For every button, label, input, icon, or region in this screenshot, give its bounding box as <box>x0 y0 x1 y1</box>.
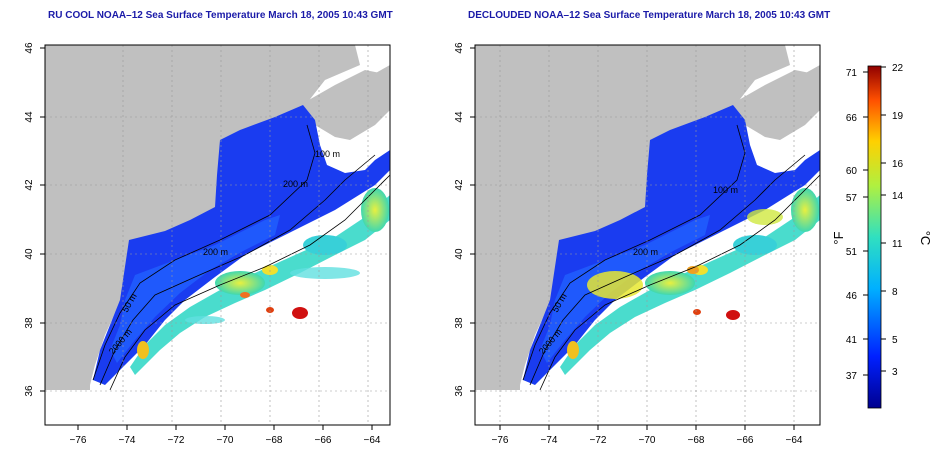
colorbar-celsius-label: °C <box>918 231 933 246</box>
left-x-tick-label: −70 <box>217 435 234 446</box>
colorbar-c-tick-label: 14 <box>892 191 904 202</box>
colorbar-c-tick-label: 3 <box>892 367 898 378</box>
left-map-title: RU COOL NOAA–12 Sea Surface Temperature … <box>48 10 393 21</box>
colorbar: 71 66 60 57 51 46 41 37 22 19 16 14 <box>831 63 933 409</box>
left-map-hot-spot <box>292 307 308 319</box>
colorbar-f-tick-label: 46 <box>846 291 858 302</box>
colorbar-c-tick-label: 22 <box>892 63 904 74</box>
left-y-tick-label: 38 <box>24 317 35 329</box>
right-x-tick-label: −64 <box>786 435 803 446</box>
right-y-tick-label: 46 <box>454 42 465 54</box>
colorbar-f-tick-label: 71 <box>846 68 858 79</box>
left-x-tick-label: −64 <box>364 435 381 446</box>
right-x-tick-label: −74 <box>541 435 558 446</box>
left-y-tick-label: 42 <box>24 179 35 191</box>
left-x-tick-label: −72 <box>168 435 185 446</box>
left-map-contour-line <box>92 124 316 381</box>
left-map-contour-label-100: 100 m <box>315 149 340 159</box>
right-y-tick-label: 38 <box>454 317 465 329</box>
right-y-tick-label: 42 <box>454 179 465 191</box>
left-x-tick-label: −74 <box>119 435 136 446</box>
colorbar-f-tick-label: 57 <box>846 193 858 204</box>
left-map-grid <box>45 45 390 425</box>
right-map-contour-label-200: 200 m <box>633 247 658 257</box>
colorbar-c-tick-label: 8 <box>892 287 898 298</box>
left-map-axes: −76 −74 −72 −70 −68 −66 −64 36 38 40 42 … <box>24 42 381 446</box>
colorbar-f-ticks: 71 66 60 57 51 46 41 37 <box>846 68 868 382</box>
colorbar-c-ticks: 22 19 16 14 11 8 5 3 <box>881 63 904 378</box>
left-x-tick-label: −68 <box>266 435 283 446</box>
colorbar-fahrenheit-label: °F <box>831 231 846 244</box>
right-map-axes: −76 −74 −72 −70 −68 −66 −64 36 38 40 42 … <box>454 42 803 446</box>
colorbar-c-tick-label: 11 <box>892 239 903 250</box>
colorbar-f-tick-label: 41 <box>846 335 858 346</box>
right-y-tick-label: 36 <box>454 385 465 397</box>
left-map-contour-label-200: 200 m <box>283 179 308 189</box>
colorbar-f-tick-label: 51 <box>846 247 858 258</box>
left-map-contour-label-200b: 200 m <box>203 247 228 257</box>
colorbar-c-tick-label: 16 <box>892 159 904 170</box>
colorbar-f-tick-label: 66 <box>846 113 858 124</box>
right-map-title: DECLOUDED NOAA–12 Sea Surface Temperatur… <box>468 10 831 21</box>
left-y-tick-label: 36 <box>24 385 35 397</box>
colorbar-f-tick-label: 60 <box>846 166 858 177</box>
left-x-tick-label: −66 <box>315 435 332 446</box>
left-map-frame <box>44 44 391 426</box>
right-x-tick-label: −72 <box>590 435 607 446</box>
right-map-grid <box>475 45 820 425</box>
left-y-tick-label: 40 <box>24 248 35 260</box>
right-y-tick-label: 40 <box>454 248 465 260</box>
colorbar-gradient <box>867 65 882 409</box>
right-map-panel: 100 m 200 m 2000 m 50 m <box>474 44 821 426</box>
left-y-tick-label: 44 <box>24 111 35 123</box>
colorbar-c-tick-label: 5 <box>892 335 898 346</box>
left-map-panel: 100 m 200 m 200 m 2000 m 50 m <box>44 44 391 426</box>
left-y-tick-label: 46 <box>24 42 35 54</box>
right-map-contour-label-100: 100 m <box>713 185 738 195</box>
right-y-tick-label: 44 <box>454 111 465 123</box>
colorbar-c-tick-label: 19 <box>892 111 904 122</box>
left-x-tick-label: −76 <box>70 435 87 446</box>
right-map-contour-line <box>522 124 746 381</box>
right-x-tick-label: −76 <box>492 435 509 446</box>
right-map-hot-spot <box>726 310 740 320</box>
right-x-tick-label: −70 <box>639 435 656 446</box>
right-x-tick-label: −66 <box>737 435 754 446</box>
colorbar-f-tick-label: 37 <box>846 371 858 382</box>
right-x-tick-label: −68 <box>688 435 705 446</box>
